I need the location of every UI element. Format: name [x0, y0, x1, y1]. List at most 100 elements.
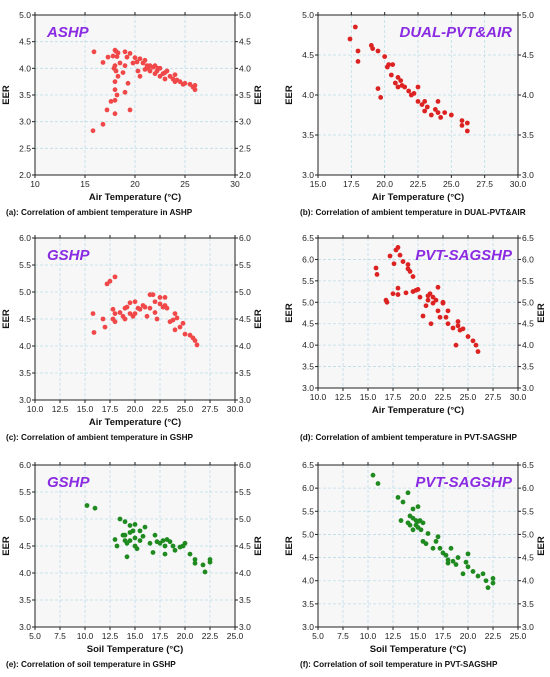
panel-1-y-tick-label-right: 3.5: [239, 90, 251, 100]
panel-3-y-tick-label-right: 6.0: [239, 233, 251, 243]
panel-3-data-point: [157, 295, 163, 300]
panel-6-data-point: [483, 578, 489, 584]
panel-1-y-tick-label-right: 3.0: [239, 117, 251, 127]
panel-4-y-tick-label-left: 4.5: [302, 319, 314, 329]
panel-5-data-point: [150, 550, 156, 555]
panel-4-data-point: [410, 274, 416, 279]
panel-4-caption: (d): Correlation of ambient temperature …: [300, 433, 518, 442]
panel-6-y-tick-label-right: 5.0: [522, 529, 534, 539]
panel-3-data-point: [147, 305, 153, 311]
panel-2-data-point: [432, 107, 438, 112]
panel-3-y-tick-label-right: 5.0: [239, 287, 251, 297]
panel-3-caption: (c): Correlation of ambient temperature …: [6, 433, 194, 442]
panel-6-y-tick-label-left: 3.5: [302, 599, 314, 609]
panel-1-data-point: [115, 50, 121, 56]
panel-6-x-tick-label: 22.5: [485, 631, 502, 641]
panel-1-y-tick-label-left: 3.0: [19, 117, 31, 127]
panel-4-data-point: [400, 259, 406, 264]
panel-1-data-point: [122, 63, 128, 69]
panel-1-data-point: [114, 92, 120, 98]
panel-6-data-point: [460, 571, 466, 577]
panel-1-data-point: [112, 79, 118, 85]
panel-5-data-point: [187, 551, 193, 557]
panel-2-y-tick-label-left: 3.5: [302, 130, 314, 140]
panel-4-data-point: [417, 294, 423, 300]
panel-5-x-tick-label: 5.0: [29, 631, 41, 641]
panel-2-data-point: [442, 110, 448, 115]
panel-4-x-tick-label: 25.0: [460, 392, 477, 402]
panel-6-data-point: [405, 490, 411, 496]
panel-3-data-point: [117, 310, 123, 315]
panel-5-data-point: [167, 539, 173, 545]
panel-4-y-tick-label-left: 6.0: [302, 254, 314, 264]
panel-4-y-tick-label-right: 4.0: [522, 340, 534, 350]
panel-6-data-point: [485, 585, 491, 591]
panel-4-x-tick-label: 20.0: [410, 392, 427, 402]
panel-1-title: ASHP: [46, 24, 90, 41]
panel-4-y-tick-label-right: 6.0: [522, 254, 534, 264]
panel-2-data-point: [459, 123, 465, 128]
panel-6-data-point: [475, 573, 481, 579]
panel-4-y-axis-label: EER: [284, 303, 295, 323]
panel-6-data-point: [415, 504, 421, 510]
panel-2-data-point: [352, 24, 358, 30]
panel-4-y-tick-label-right: 4.5: [522, 319, 534, 329]
panel-3-title: GSHP: [47, 247, 91, 264]
panel-4-data-point: [391, 261, 397, 267]
panel-1-x-axis-label: Air Temperature (°C): [89, 192, 181, 203]
panel-1-y-tick-label-left: 2.0: [19, 170, 31, 180]
panel-6-y-tick-label-left: 5.0: [302, 529, 314, 539]
panel-1-x-tick-label: 15: [80, 179, 90, 189]
panel-4-data-point: [473, 342, 479, 348]
panel-4-data-point: [443, 314, 449, 320]
panel-3-data-point: [194, 342, 200, 348]
panel-3-x-tick-label: 25.0: [177, 404, 194, 414]
panel-3-data-point: [162, 295, 168, 300]
panel-5-data-point: [172, 547, 178, 553]
panel-4-x-tick-label: 27.5: [485, 392, 502, 402]
panel-3-y-axis-label-right: EER: [253, 309, 264, 329]
panel-6-y-axis-label: EER: [284, 536, 295, 556]
panel-3-data-point: [112, 274, 118, 280]
panel-3-data-point: [152, 299, 158, 305]
panel-6-data-point: [398, 518, 404, 523]
panel-1-data-point: [108, 99, 114, 104]
panel-6-x-tick-label: 25.0: [510, 631, 527, 641]
panel-4-data-point: [437, 314, 443, 320]
panel-1-x-tick-label: 30: [230, 179, 240, 189]
panel-3-data-point: [182, 331, 188, 337]
panel-1-data-point: [162, 76, 168, 82]
panel-6-x-tick-label: 17.5: [435, 631, 452, 641]
panel-5-data-point: [127, 523, 133, 528]
panel-1-data-point: [172, 72, 178, 78]
panel-2-y-tick-label-right: 5.0: [522, 10, 534, 20]
panel-2-data-point: [375, 86, 381, 91]
panel-2-data-point: [448, 112, 454, 118]
panel-4-data-point: [395, 245, 401, 250]
panel-2-data-point: [390, 62, 396, 67]
panel-1-y-tick-label-right: 2.5: [239, 143, 251, 153]
panel-1-data-point: [117, 60, 123, 66]
panel-2-data-point: [435, 110, 441, 115]
panel-2-y-tick-label-right: 3.5: [522, 130, 534, 140]
panel-2-data-point: [464, 128, 470, 134]
panel-5-y-axis-label-right: EER: [253, 536, 264, 556]
panel-3-data-point: [152, 310, 158, 315]
panel-3-y-tick-label-left: 5.5: [19, 260, 31, 270]
panel-4-y-tick-label-left: 6.5: [302, 233, 314, 243]
panel-3-data-point: [110, 306, 116, 312]
panel-5-data-point: [122, 532, 128, 538]
panel-3-x-tick-label: 10.0: [27, 404, 44, 414]
panel-4-y-tick-label-right: 5.5: [522, 276, 534, 286]
panel-1-y-tick-label-right: 4.0: [239, 63, 251, 73]
panel-6-x-tick-label: 10.0: [360, 631, 377, 641]
panel-6-y-tick-label-left: 4.5: [302, 553, 314, 563]
panel-2-y-tick-label-left: 5.0: [302, 10, 314, 20]
panel-6-data-point: [430, 545, 436, 551]
panel-4-data-point: [435, 284, 441, 290]
panel-1-data-point: [112, 111, 118, 117]
panel-1-data-point: [142, 57, 148, 63]
panel-5-data-point: [134, 546, 140, 552]
panel-5-x-tick-label: 22.5: [202, 631, 219, 641]
